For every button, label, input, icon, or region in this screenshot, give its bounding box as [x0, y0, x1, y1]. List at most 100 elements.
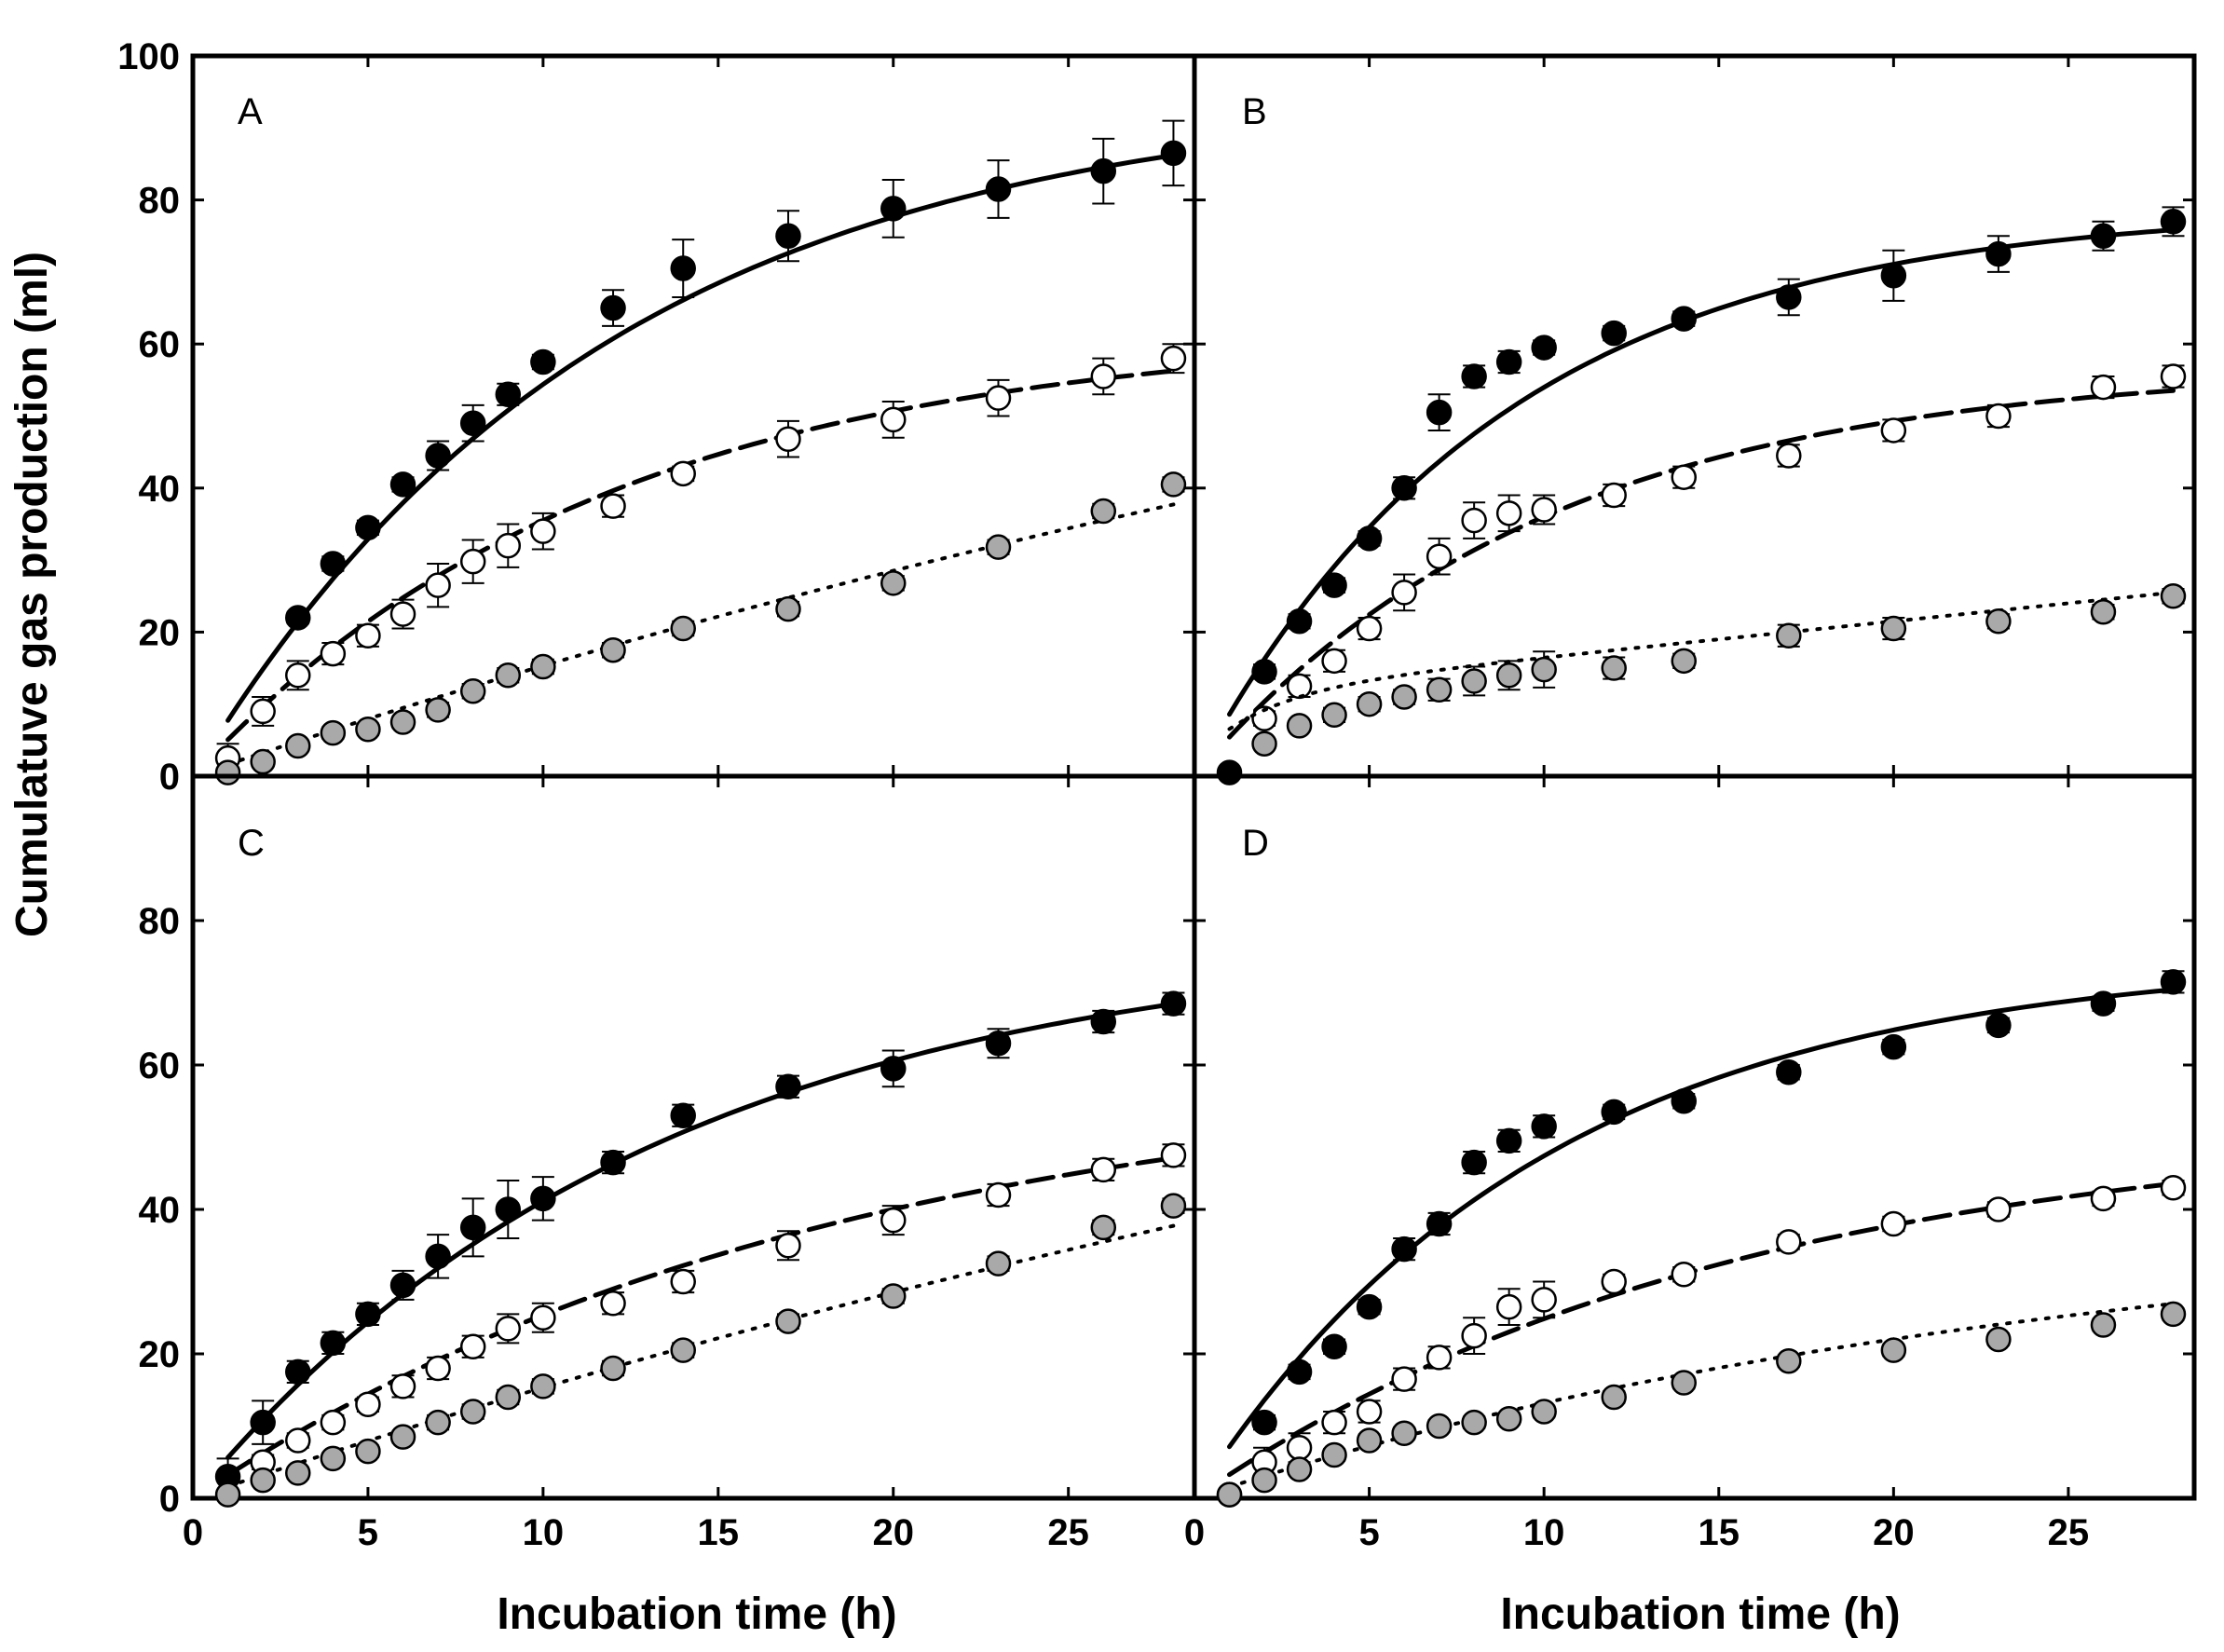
- fit-curve-open: [225, 1155, 1176, 1478]
- data-point-filled: [459, 410, 486, 436]
- fit-curve-open: [1227, 1181, 2176, 1478]
- data-point-open: [1426, 1345, 1453, 1371]
- data-point-grey: [2090, 1312, 2117, 1338]
- data-point-filled: [495, 1196, 522, 1222]
- data-point-open: [320, 640, 347, 667]
- data-point-grey: [1985, 608, 2012, 635]
- data-point-grey: [2160, 583, 2187, 609]
- data-point-open: [775, 426, 801, 452]
- data-point-grey: [1426, 676, 1453, 703]
- data-point-filled: [1426, 399, 1453, 426]
- data-point-filled: [775, 1073, 801, 1099]
- data-point-filled: [1495, 348, 1522, 375]
- data-point-filled: [1495, 1127, 1522, 1154]
- data-point-grey: [355, 1438, 381, 1465]
- data-point-grey: [1601, 655, 1627, 681]
- data-point-open: [530, 518, 556, 544]
- data-point-open: [1461, 1322, 1487, 1349]
- data-point-filled: [2160, 969, 2187, 995]
- data-point-grey: [389, 1424, 416, 1450]
- x-axis-title-right: Incubation time (h): [1500, 1590, 1900, 1639]
- data-point-grey: [1776, 1348, 1802, 1374]
- data-point-filled: [1090, 1008, 1117, 1035]
- data-point-filled: [880, 196, 907, 222]
- data-point-grey: [1426, 1413, 1453, 1440]
- data-point-filled: [1391, 475, 1417, 501]
- data-point-grey: [459, 1399, 486, 1425]
- data-point-grey: [320, 1445, 347, 1472]
- data-point-open: [880, 406, 907, 433]
- data-point-filled: [1461, 1149, 1487, 1176]
- data-point-grey: [530, 653, 556, 680]
- data-point-filled: [1391, 1236, 1417, 1263]
- data-point-open: [425, 1355, 451, 1382]
- data-point-open: [355, 622, 381, 649]
- x-tick-label: 5: [1358, 1512, 1379, 1553]
- data-point-open: [425, 572, 451, 598]
- data-point-filled: [600, 294, 626, 321]
- data-point-filled: [530, 348, 556, 375]
- data-point-open: [1495, 500, 1522, 526]
- data-point-grey: [1880, 1337, 1907, 1363]
- fit-curve-open: [225, 368, 1176, 743]
- data-point-grey: [495, 1384, 522, 1411]
- data-point-open: [2090, 374, 2117, 401]
- data-point-grey: [1251, 1467, 1277, 1494]
- x-tick-label: 25: [2048, 1512, 2090, 1553]
- data-point-grey: [495, 662, 522, 689]
- x-tick-label: 25: [1047, 1512, 1089, 1553]
- data-point-grey: [1216, 1481, 1243, 1508]
- data-point-filled: [495, 381, 522, 408]
- data-point-open: [1160, 1142, 1187, 1168]
- data-point-grey: [1776, 622, 1802, 649]
- x-tick-label: 20: [872, 1512, 914, 1553]
- data-point-filled: [1531, 334, 1557, 361]
- y-tick-label: 60: [139, 1045, 181, 1086]
- panel-label-c: C: [238, 823, 265, 864]
- data-point-filled: [600, 1149, 626, 1176]
- panel-label-a: A: [238, 91, 263, 132]
- data-point-grey: [670, 1337, 696, 1363]
- data-point-grey: [425, 1409, 451, 1436]
- data-point-grey: [425, 697, 451, 723]
- data-point-grey: [250, 748, 276, 775]
- data-point-filled: [1356, 1293, 1383, 1320]
- data-point-grey: [1090, 1214, 1117, 1241]
- data-point-open: [459, 1333, 486, 1359]
- data-point-filled: [2090, 990, 2117, 1017]
- data-point-grey: [985, 1250, 1012, 1277]
- fit-curve-grey: [225, 1223, 1176, 1489]
- data-point-grey: [2160, 1301, 2187, 1328]
- fit-curve-filled: [225, 1002, 1176, 1460]
- data-point-grey: [1601, 1384, 1627, 1411]
- data-point-grey: [1160, 471, 1187, 498]
- data-point-open: [285, 1427, 311, 1454]
- fit-curve-grey: [225, 502, 1176, 767]
- data-point-open: [1531, 497, 1557, 523]
- data-point-grey: [1160, 1193, 1187, 1219]
- data-point-filled: [670, 1102, 696, 1128]
- data-point-grey: [214, 1481, 241, 1508]
- fit-curve-open: [1227, 388, 2176, 740]
- data-point-grey: [880, 1283, 907, 1309]
- data-point-open: [1985, 403, 2012, 430]
- data-point-grey: [1321, 702, 1347, 729]
- data-point-filled: [1426, 1210, 1453, 1237]
- y-tick-label: 100: [117, 36, 180, 77]
- data-point-open: [320, 1409, 347, 1436]
- data-point-filled: [1461, 363, 1487, 389]
- data-point-filled: [1160, 140, 1187, 167]
- data-point-grey: [600, 1355, 626, 1382]
- panel-a: 0 20 40 60 80 100: [117, 36, 1197, 798]
- data-point-open: [250, 698, 276, 725]
- data-point-open: [1391, 1366, 1417, 1392]
- data-point-open: [880, 1207, 907, 1234]
- plot-layer: 0 20 40 60 80 100 0 20 40 60 80 0 5 10 15 20 25 0 5 10 15 20 2…: [117, 36, 2197, 1553]
- data-point-filled: [1251, 1409, 1277, 1436]
- data-point-open: [1776, 443, 1802, 469]
- data-point-grey: [1671, 1370, 1697, 1396]
- data-point-filled: [1160, 990, 1187, 1017]
- data-point-open: [1461, 507, 1487, 534]
- data-point-filled: [1216, 759, 1243, 785]
- data-point-open: [1880, 1210, 1907, 1237]
